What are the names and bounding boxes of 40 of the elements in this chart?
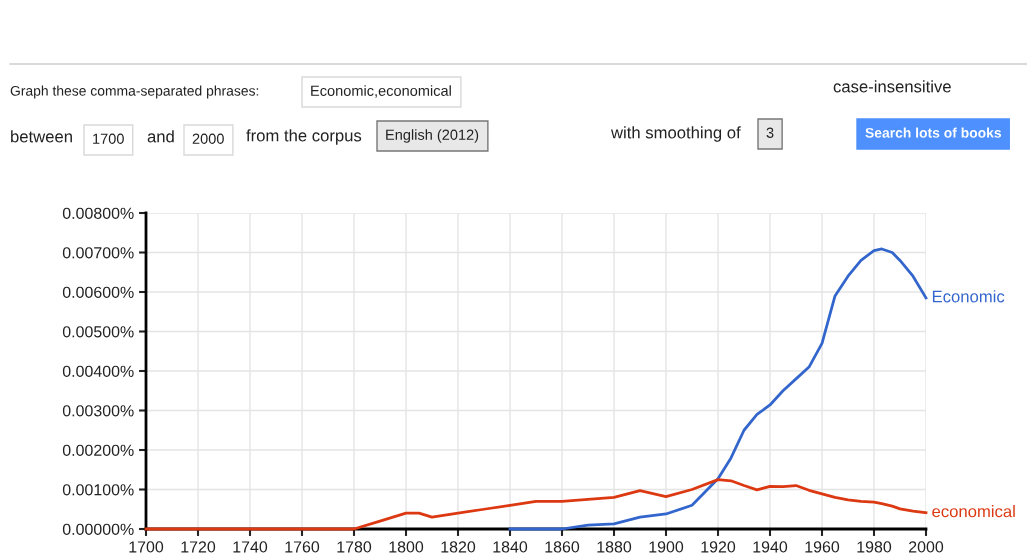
text: 1700 bbox=[93, 133, 124, 144]
y-tick-label: 0.00700% bbox=[62, 247, 134, 259]
x-tick-label: 1860 bbox=[545, 541, 580, 553]
text: Graph these comma-separated phrases: bbox=[10, 85, 259, 99]
text: case-insensitive bbox=[833, 80, 951, 93]
y-tick-label: 0.00800% bbox=[62, 207, 134, 219]
x-tick-label: 1700 bbox=[129, 541, 164, 553]
x-tick-label: 1720 bbox=[181, 541, 216, 553]
x-tick-label: 2000 bbox=[909, 541, 944, 553]
y-tick-label: 0.00000% bbox=[62, 523, 134, 535]
text: between bbox=[11, 130, 72, 143]
x-tick-label: 1980 bbox=[857, 541, 892, 553]
x-tick-label: 1820 bbox=[441, 541, 476, 553]
x-tick-label: 1840 bbox=[493, 541, 528, 553]
y-tick-label: 0.00100% bbox=[62, 484, 134, 496]
series-label: Economic bbox=[932, 290, 1005, 303]
x-tick-label: 1960 bbox=[805, 541, 840, 553]
text: with smoothing of bbox=[610, 126, 741, 142]
x-tick-label: 1780 bbox=[337, 541, 372, 553]
x-tick-label: 1740 bbox=[233, 541, 268, 553]
x-tick-label: 1940 bbox=[753, 541, 788, 553]
series-label: economical bbox=[932, 505, 1015, 518]
text: Search lots of books bbox=[865, 127, 1002, 138]
text: 3 bbox=[766, 127, 774, 138]
x-tick-label: 1760 bbox=[285, 541, 320, 553]
text: English (2012) bbox=[386, 129, 479, 143]
text: from the corpus bbox=[246, 129, 362, 145]
x-tick-label: 1800 bbox=[389, 541, 424, 553]
x-tick-label: 1900 bbox=[649, 541, 684, 553]
x-tick-label: 1880 bbox=[597, 541, 632, 553]
line-series bbox=[508, 247, 928, 531]
x-tick-label: 1920 bbox=[701, 541, 736, 553]
y-tick-label: 0.00200% bbox=[62, 444, 134, 456]
y-tick-label: 0.00600% bbox=[62, 286, 134, 298]
y-tick-label: 0.00500% bbox=[62, 326, 134, 338]
y-tick-label: 0.00400% bbox=[62, 365, 134, 377]
y-tick-label: 0.00300% bbox=[62, 405, 134, 417]
text: Economic,economical bbox=[311, 85, 451, 98]
text: 2000 bbox=[192, 133, 224, 144]
text: and bbox=[147, 130, 174, 143]
